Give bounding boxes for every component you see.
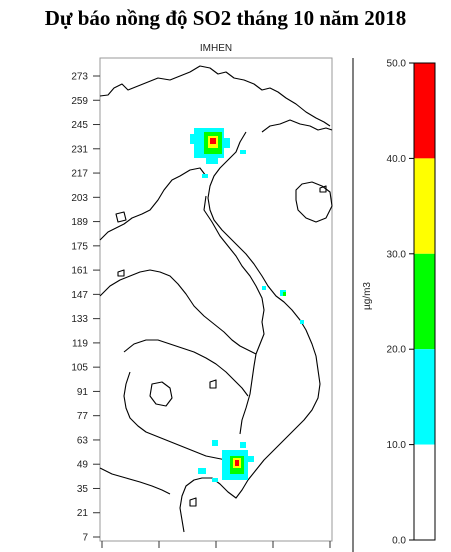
colorbar-bin bbox=[414, 444, 435, 540]
colorbar-bin bbox=[414, 158, 435, 254]
hotspot-central bbox=[262, 286, 304, 324]
y-tick-label: 7 bbox=[82, 533, 88, 544]
colorbar-labels: 50.0 40.0 30.0 20.0 10.0 0.0 bbox=[387, 59, 414, 547]
y-tick-label: 245 bbox=[71, 120, 88, 131]
so2-hotspots bbox=[190, 128, 304, 482]
y-axis: 2732592452312172031891751611471331191059… bbox=[71, 72, 100, 544]
colorbar: 50.0 40.0 30.0 20.0 10.0 0.0 µg/m3 bbox=[352, 58, 436, 552]
colorbar-label: 40.0 bbox=[387, 154, 407, 165]
colorbar-label: 10.0 bbox=[387, 440, 407, 451]
colorbar-label: 30.0 bbox=[387, 249, 407, 260]
y-tick-label: 35 bbox=[77, 484, 89, 495]
colorbar-label: 0.0 bbox=[392, 536, 406, 547]
y-tick-label: 175 bbox=[71, 241, 88, 252]
colorbar-label: 50.0 bbox=[387, 59, 407, 70]
y-tick-label: 63 bbox=[77, 435, 89, 446]
y-tick-label: 273 bbox=[71, 72, 88, 83]
colorbar-bin bbox=[414, 63, 435, 159]
y-tick-label: 161 bbox=[71, 266, 88, 277]
y-tick-label: 259 bbox=[71, 96, 88, 107]
x-axis-ticks bbox=[101, 541, 331, 548]
map-subtitle: IMHEN bbox=[199, 43, 233, 54]
y-tick-label: 77 bbox=[77, 411, 89, 422]
y-tick-label: 91 bbox=[77, 387, 89, 398]
y-tick-label: 119 bbox=[72, 338, 88, 349]
y-tick-label: 217 bbox=[71, 169, 88, 180]
hotspot-south bbox=[198, 440, 254, 482]
y-tick-label: 21 bbox=[77, 508, 89, 519]
y-tick-label: 189 bbox=[71, 217, 88, 228]
y-tick-label: 49 bbox=[77, 460, 89, 471]
map-title: Dự báo nồng độ SO2 tháng 10 năm 2018 bbox=[44, 6, 407, 30]
hotspot-north bbox=[190, 128, 246, 178]
colorbar-unit: µg/m3 bbox=[362, 282, 373, 310]
colorbar-bin bbox=[414, 349, 435, 445]
coastline-outline bbox=[99, 65, 333, 533]
colorbar-label: 20.0 bbox=[387, 345, 407, 356]
colorbar-bins bbox=[414, 63, 435, 540]
y-tick-label: 133 bbox=[71, 314, 88, 325]
y-tick-label: 147 bbox=[71, 290, 88, 301]
y-tick-label: 203 bbox=[71, 193, 88, 204]
colorbar-bin bbox=[414, 253, 435, 350]
y-tick-label: 231 bbox=[71, 144, 88, 155]
y-tick-label: 105 bbox=[71, 363, 88, 374]
